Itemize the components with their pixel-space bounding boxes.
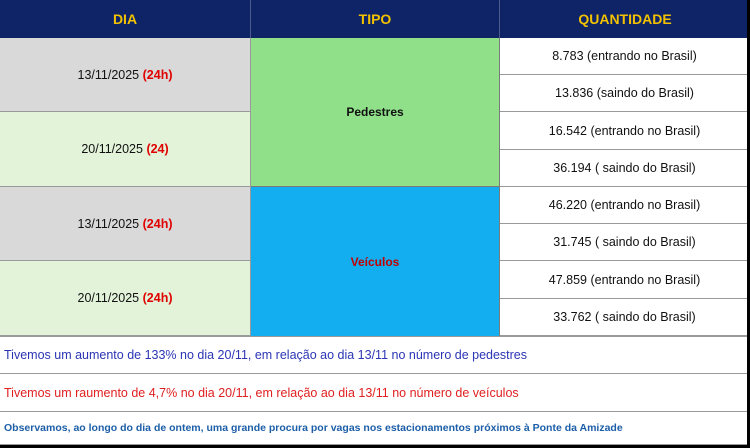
header-tipo: TIPO [251,0,500,38]
note-pedestres: Tivemos um aumento de 133% no dia 20/11,… [0,336,750,373]
note-observacao: Observamos, ao longo do dia de ontem, um… [0,411,750,445]
quantity-cell: 13.836 (saindo do Brasil) [500,75,750,112]
day-cell: 13/11/2025 (24h) [0,38,251,112]
header-dia: DIA [0,0,251,38]
quantity-cell: 46.220 (entrando no Brasil) [500,187,750,224]
day-cell: 20/11/2025 (24h) [0,261,251,336]
quantity-cell: 16.542 (entrando no Brasil) [500,112,750,150]
day-tag: (24h) [142,67,173,82]
day-cell: 20/11/2025 (24) [0,112,251,187]
note-veiculos: Tivemos um raumento de 4,7% no dia 20/11… [0,373,750,411]
header-quantidade: QUANTIDADE [500,0,750,38]
day-date: 13/11/2025 [77,67,140,82]
tipo-pedestres: Pedestres [251,38,500,187]
quantity-cell: 47.859 (entrando no Brasil) [500,261,750,299]
quantity-cell: 8.783 (entrando no Brasil) [500,38,750,75]
day-date: 20/11/2025 [81,142,143,156]
frame-right-edge [747,0,750,448]
day-date: 20/11/2025 [77,291,140,305]
day-tag: (24h) [142,291,173,305]
tipo-veiculos: Veículos [251,187,500,336]
quantity-cell: 31.745 ( saindo do Brasil) [500,224,750,261]
quantity-cell: 33.762 ( saindo do Brasil) [500,299,750,336]
day-cell: 13/11/2025 (24h) [0,187,251,261]
day-tag: (24h) [142,216,173,231]
day-tag: (24) [146,142,169,156]
day-date: 13/11/2025 [77,216,140,231]
quantity-cell: 36.194 ( saindo do Brasil) [500,150,750,187]
frame-bottom-edge [0,445,750,448]
